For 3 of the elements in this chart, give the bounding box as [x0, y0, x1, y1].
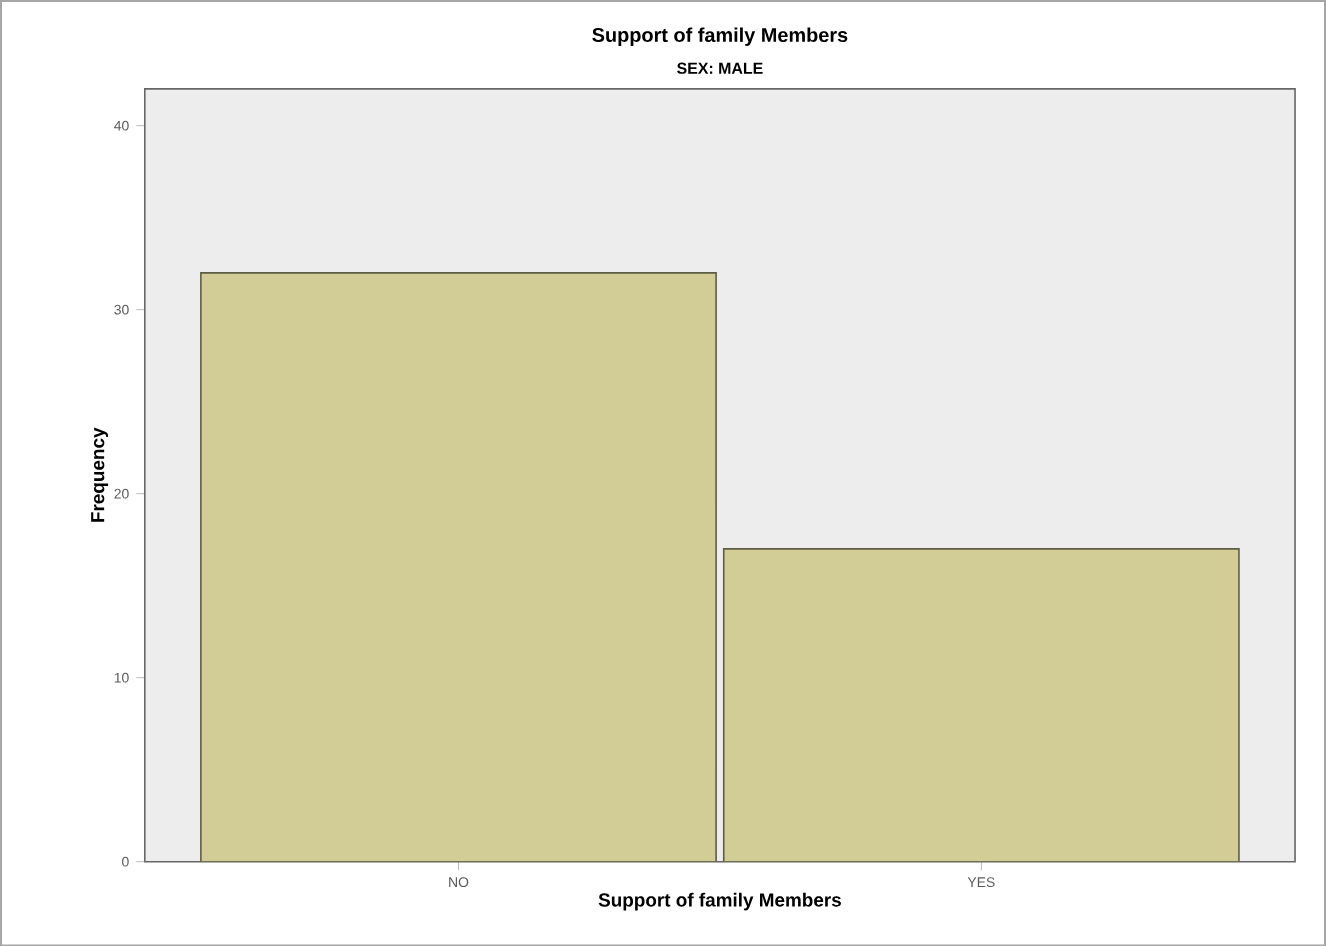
chart-title: Support of family Members [592, 27, 848, 46]
x-axis-title: Support of family Members [598, 892, 841, 911]
y-axis-title: Frequency [91, 427, 109, 522]
